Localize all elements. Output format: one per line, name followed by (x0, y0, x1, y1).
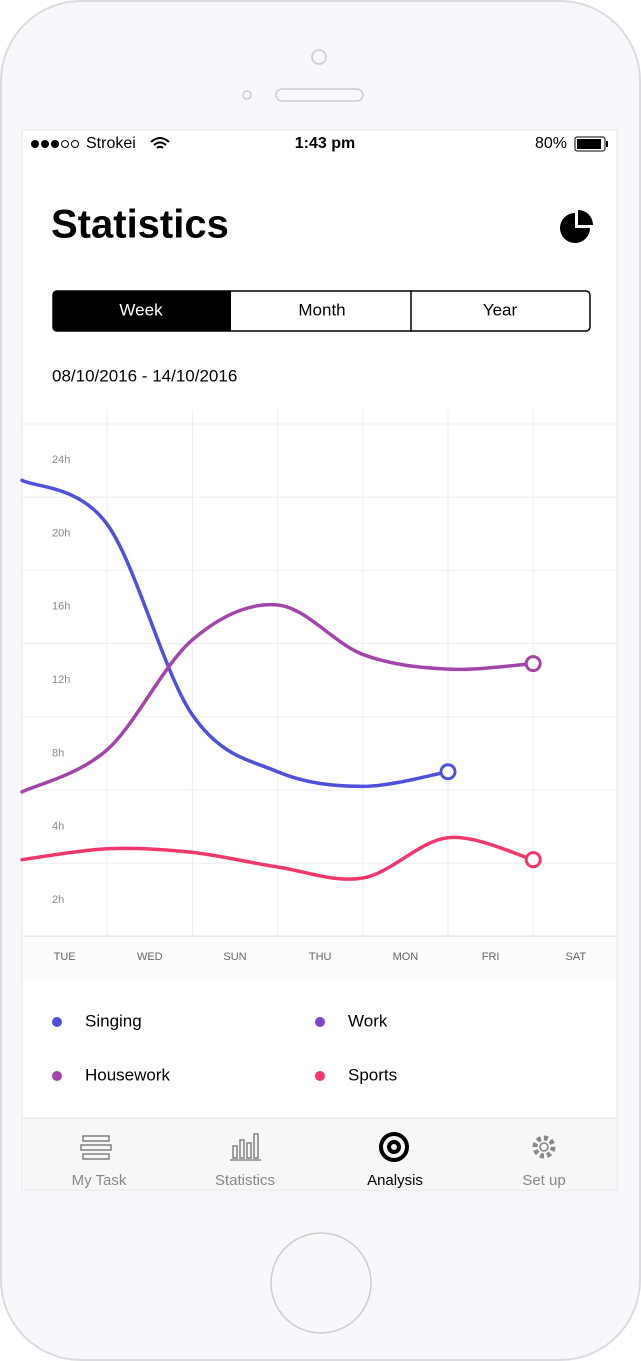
legend-label: Sports (348, 1065, 397, 1084)
series-line (20, 478, 450, 789)
x-tick-label: TUE (54, 951, 76, 963)
y-tick-label: 24h (52, 454, 70, 466)
tab-bar (23, 1118, 616, 1189)
home-button[interactable] (270, 1232, 372, 1334)
series-line (20, 835, 535, 881)
tab-icon-analysis (379, 1132, 409, 1162)
legend-dot (315, 1071, 325, 1081)
tab-icon-statistics (230, 1133, 261, 1161)
segment[interactable]: Month (298, 300, 345, 319)
carrier: Strokei (86, 135, 136, 152)
legend-label: Work (348, 1011, 388, 1030)
battery-fill (577, 139, 601, 149)
sensor (242, 90, 252, 100)
y-tick-label: 8h (52, 747, 64, 759)
legend-label: Singing (85, 1011, 142, 1030)
series-line (20, 602, 535, 794)
tab-label[interactable]: My Task (72, 1172, 127, 1189)
y-tick-label: 4h (52, 821, 64, 833)
segment-active (53, 291, 231, 331)
tab-icon-task (80, 1135, 112, 1160)
legend-label: Housework (85, 1065, 171, 1084)
tab-label[interactable]: Set up (522, 1172, 565, 1189)
tab-label[interactable]: Statistics (215, 1172, 275, 1189)
x-axis-band (23, 936, 616, 980)
x-tick-label: THU (309, 951, 332, 963)
y-tick-label: 16h (52, 601, 70, 613)
speaker (275, 88, 364, 102)
x-tick-label: MON (393, 951, 419, 963)
legend-dot (315, 1017, 325, 1027)
battery-tip (606, 141, 608, 147)
page-title: Statistics (51, 203, 229, 247)
battery-level: 80% (535, 135, 567, 152)
signal (31, 140, 79, 148)
segment[interactable]: Week (119, 300, 163, 319)
pie-icon[interactable] (560, 210, 593, 243)
end-marker (439, 763, 457, 781)
end-marker (524, 655, 542, 673)
camera (311, 49, 327, 65)
legend: Singing Work Housework Sports (52, 1011, 397, 1084)
date-range: 08/10/2016 - 14/10/2016 (52, 366, 237, 385)
x-tick-label: FRI (482, 951, 500, 963)
y-tick-label: 20h (52, 527, 70, 539)
tab-label[interactable]: Analysis (367, 1172, 423, 1189)
tab-icon-setup (532, 1135, 556, 1159)
legend-dot (52, 1017, 62, 1027)
legend-dot (52, 1071, 62, 1081)
segment[interactable]: Year (483, 300, 518, 319)
wifi-icon (150, 137, 170, 149)
x-tick-label: WED (137, 951, 163, 963)
y-tick-label: 2h (52, 894, 64, 906)
y-tick-label: 12h (52, 674, 70, 686)
clock: 1:43 pm (295, 135, 355, 152)
x-tick-label: SUN (223, 951, 246, 963)
battery-icon (574, 136, 606, 152)
x-tick-label: SAT (566, 951, 587, 963)
plot: 2h 4h 8h 12h 16h 20h 24h TUE WED SUN THU MON FRI SAT (20, 454, 587, 963)
end-marker (524, 851, 542, 869)
